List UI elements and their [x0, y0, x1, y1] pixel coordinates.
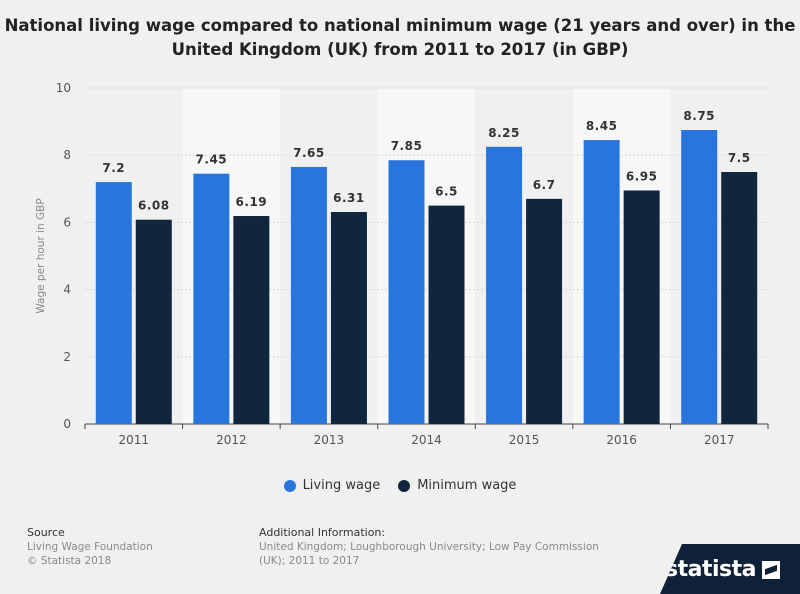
- y-tick-label: 2: [63, 350, 71, 364]
- y-tick-label: 6: [63, 215, 71, 229]
- bar-living-wage[interactable]: [583, 140, 620, 424]
- x-tick-label: 2016: [606, 433, 637, 447]
- bar-minimum-wage[interactable]: [233, 216, 270, 424]
- source-block: Source Living Wage Foundation © Statista…: [27, 526, 153, 568]
- x-tick-label: 2015: [509, 433, 540, 447]
- bar-chart: 0 2 4 6 8 10 Wage per hour in GBP 2011 7.2 6.08 20…: [35, 81, 769, 447]
- data-label: 7.2: [102, 161, 125, 175]
- statista-wordmark: statista: [665, 557, 756, 582]
- legend-swatch-living-wage: [283, 479, 296, 492]
- source-heading: Source: [27, 526, 65, 539]
- source-line[interactable]: Living Wage Foundation: [27, 541, 153, 553]
- data-label: 6.95: [626, 169, 658, 183]
- x-tick-label: 2013: [314, 433, 345, 447]
- y-axis-title: Wage per hour in GBP: [35, 198, 47, 313]
- bar-living-wage[interactable]: [290, 166, 327, 424]
- y-tick-label: 10: [56, 81, 71, 95]
- data-label: 6.19: [236, 195, 268, 209]
- data-label: 6.5: [435, 185, 458, 199]
- data-label: 8.45: [586, 119, 618, 133]
- statista-logo-icon: [762, 561, 780, 579]
- legend: Living wage Minimum wage: [0, 478, 800, 493]
- y-tick-label: 0: [63, 417, 71, 431]
- data-label: 7.65: [293, 146, 325, 160]
- data-label: 7.85: [391, 139, 423, 153]
- additional-info-line: United Kingdom; Loughborough University;…: [259, 541, 599, 553]
- bar-minimum-wage[interactable]: [623, 190, 660, 424]
- data-label: 6.31: [333, 191, 365, 205]
- y-tick-label: 4: [63, 283, 71, 297]
- additional-info-heading: Additional Information:: [259, 526, 386, 539]
- bar-living-wage[interactable]: [486, 146, 523, 425]
- legend-label-living-wage: Living wage: [302, 478, 381, 493]
- bar-minimum-wage[interactable]: [135, 219, 172, 424]
- data-label: 8.75: [683, 109, 715, 123]
- bar-living-wage[interactable]: [193, 173, 230, 424]
- copyright-line: © Statista 2018: [27, 555, 112, 567]
- data-label: 6.7: [533, 178, 556, 192]
- legend-item-minimum-wage[interactable]: Minimum wage: [398, 478, 516, 493]
- x-tick-label: 2011: [119, 433, 150, 447]
- additional-info-block: Additional Information: United Kingdom; …: [259, 526, 599, 568]
- additional-info-line: (UK); 2011 to 2017: [259, 555, 360, 567]
- bar-minimum-wage[interactable]: [428, 205, 465, 424]
- statista-brand[interactable]: statista: [660, 544, 800, 594]
- x-tick-label: 2017: [704, 433, 735, 447]
- x-tick-label: 2014: [411, 433, 442, 447]
- data-label: 6.08: [138, 199, 170, 213]
- bar-living-wage[interactable]: [95, 182, 132, 424]
- bar-minimum-wage[interactable]: [330, 211, 367, 424]
- bar-minimum-wage[interactable]: [721, 172, 758, 424]
- legend-swatch-minimum-wage: [398, 479, 411, 492]
- chart-title: National living wage compared to nationa…: [4, 16, 796, 59]
- legend-label-minimum-wage: Minimum wage: [417, 478, 517, 493]
- data-label: 7.5: [728, 151, 751, 165]
- bar-living-wage[interactable]: [681, 130, 718, 424]
- legend-item-living-wage[interactable]: Living wage: [283, 478, 381, 493]
- data-label: 7.45: [196, 153, 228, 167]
- y-tick-label: 8: [63, 148, 71, 162]
- data-label: 8.25: [488, 126, 520, 140]
- bar-living-wage[interactable]: [388, 160, 425, 425]
- x-tick-label: 2012: [216, 433, 247, 447]
- bar-minimum-wage[interactable]: [526, 198, 563, 424]
